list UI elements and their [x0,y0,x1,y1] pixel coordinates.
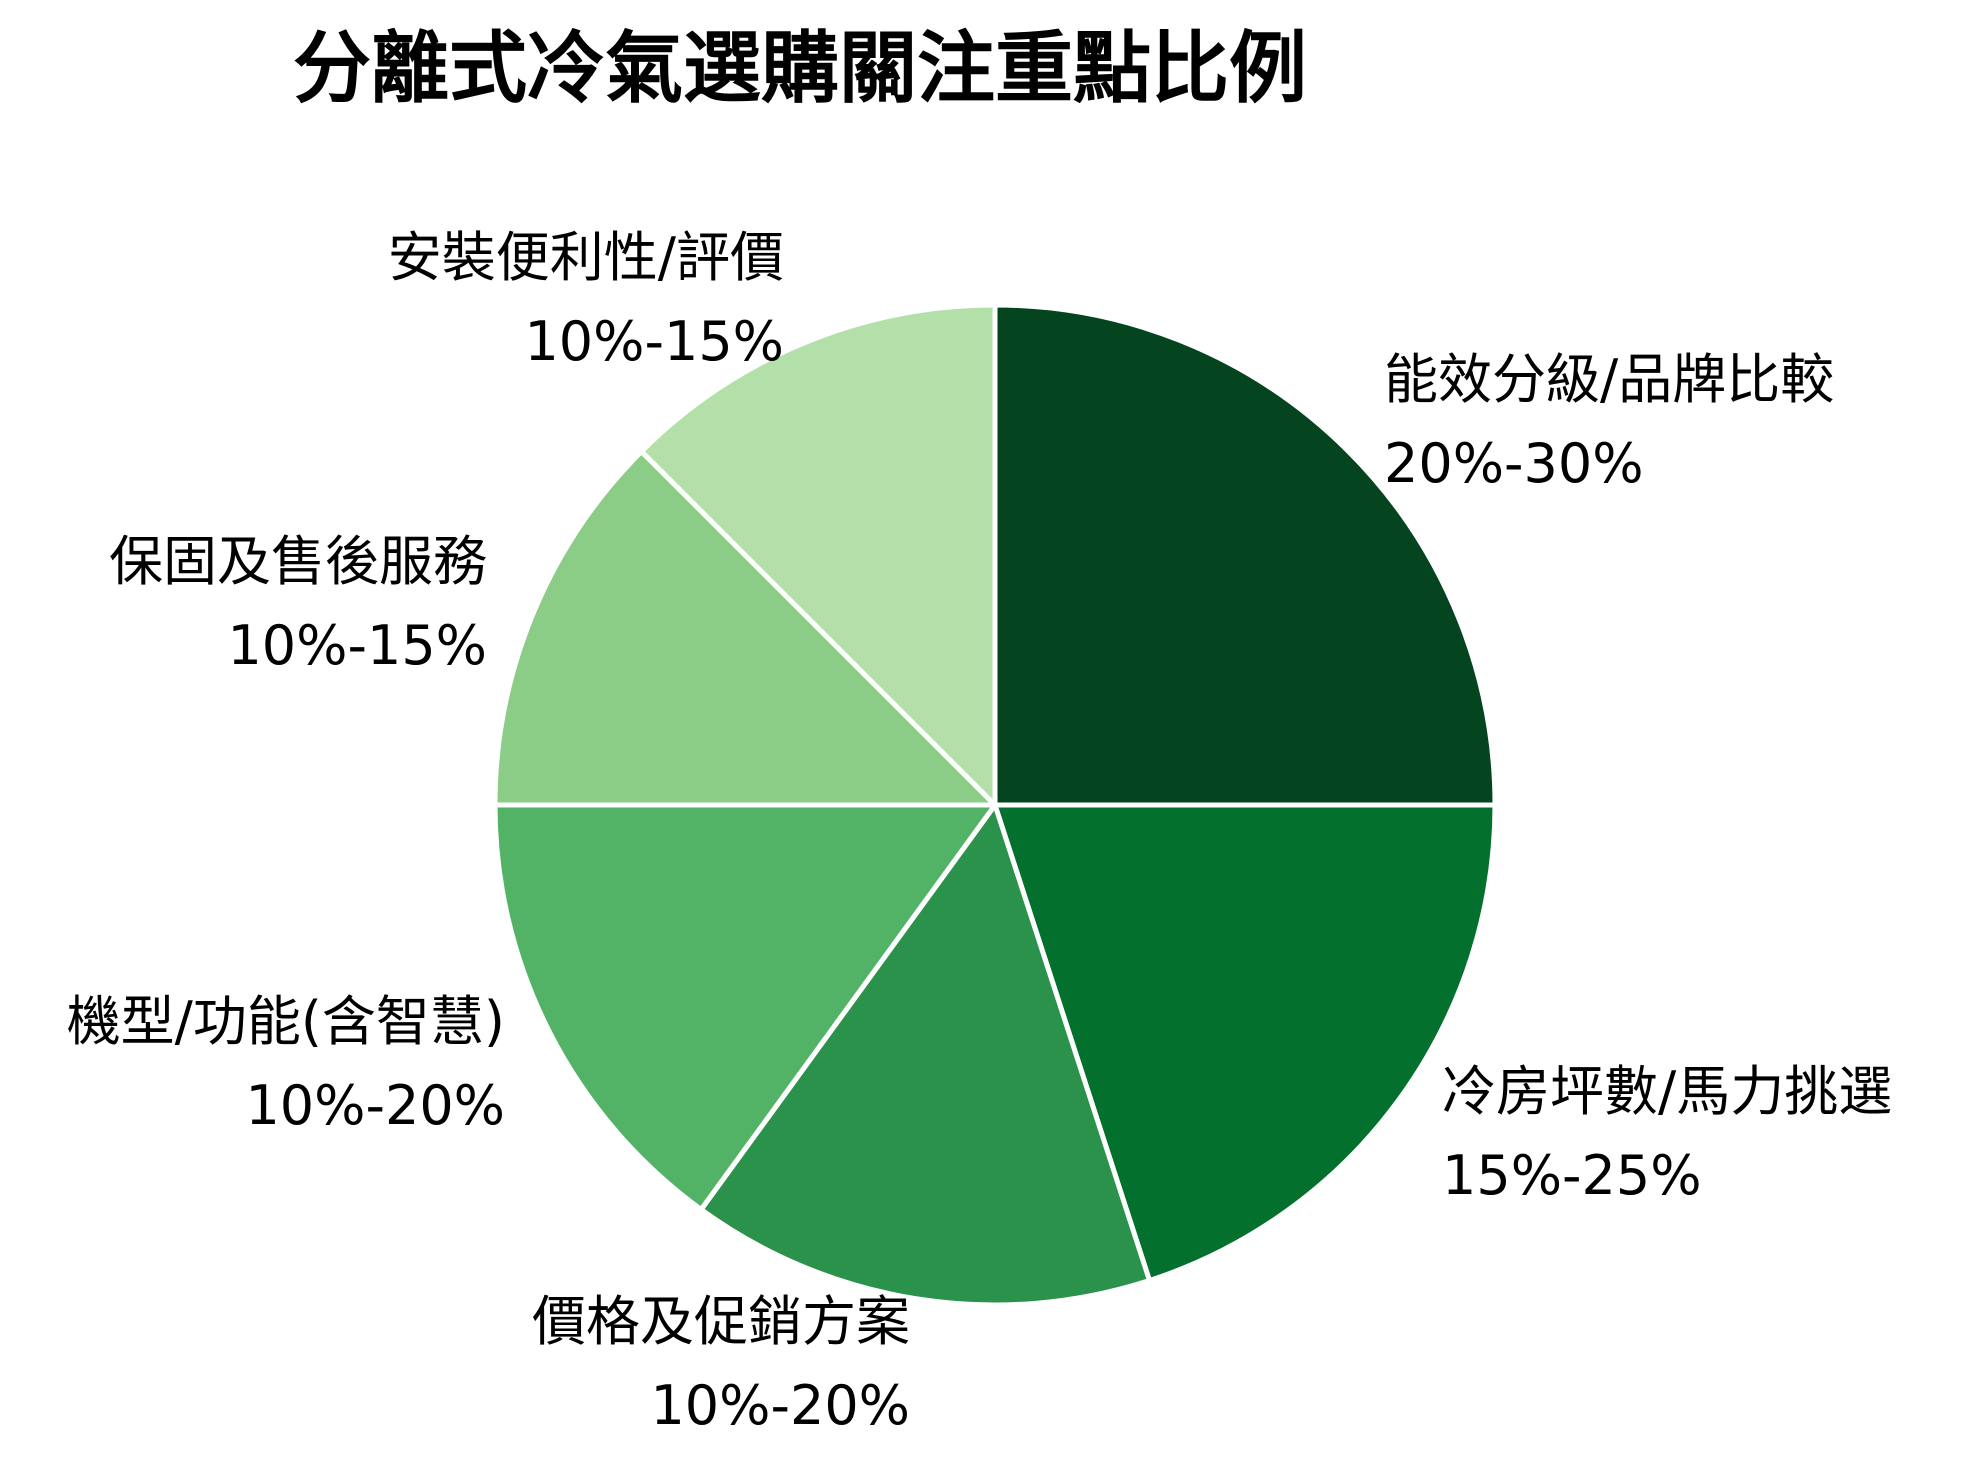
slice-label-range: 10%-15% [227,613,487,677]
slice-label-text: 安裝便利性/評價 [387,226,784,289]
slice-label-range: 10%-15% [524,309,784,373]
slice-label-text: 機型/功能(含智慧) [66,990,505,1053]
slice-label-range: 10%-20% [650,1373,910,1437]
slice-label-range: 10%-20% [245,1073,505,1137]
slice-label-energy-brand: 能效分級/品牌比較 20%-30% [1384,338,1834,505]
slice-label-model-function: 機型/功能(含智慧) 10%-20% [67,980,505,1147]
slice-label-text: 冷房坪數/馬力挑選 [1442,1060,1893,1123]
pie-slice-5 [638,302,998,808]
pie-slice-0 [992,302,1498,808]
slice-label-text: 能效分級/品牌比較 [1384,348,1835,411]
pie-slice-3 [492,802,998,1213]
slice-label-installation-review: 安裝便利性/評價 10%-15% [388,216,784,383]
pie-slice-2 [698,802,1153,1308]
slice-label-range: 15%-25% [1442,1143,1702,1207]
slice-label-warranty-service: 保固及售後服務 10%-15% [109,520,487,687]
pie-slice-1 [992,802,1498,1284]
slice-label-price-promotion: 價格及促銷方案 10%-20% [532,1280,910,1447]
slice-label-text: 保固及售後服務 [109,530,487,593]
chart-title: 分離式冷氣選購關注重點比例 [292,24,1307,114]
slice-label-capacity-horsepower: 冷房坪數/馬力挑選 15%-25% [1442,1050,1892,1217]
pie-slice-4 [492,448,998,808]
slice-label-text: 價格及促銷方案 [532,1290,910,1353]
slice-label-range: 20%-30% [1384,431,1644,495]
